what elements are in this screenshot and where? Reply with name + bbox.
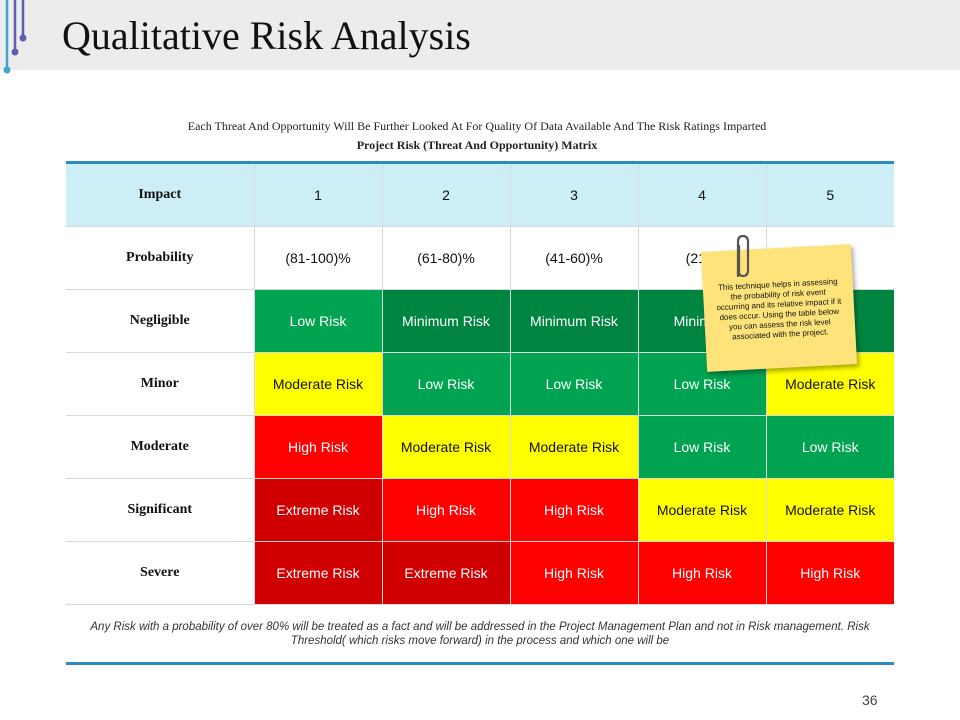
sticky-note-text: This technique helps in assessing the pr… bbox=[716, 276, 842, 342]
top-rule bbox=[66, 161, 894, 164]
risk-cell: Low Risk bbox=[254, 289, 383, 353]
risk-cell: Minimum Risk bbox=[510, 289, 639, 353]
page-number: 36 bbox=[862, 692, 878, 708]
impact-value: 4 bbox=[638, 164, 767, 227]
risk-cell: Moderate Risk bbox=[382, 415, 511, 479]
risk-cell: Extreme Risk bbox=[382, 541, 511, 605]
footnote-line: Any Risk with a probability of over 80% … bbox=[90, 621, 870, 633]
risk-matrix-table: Impact 1 2 3 4 5 Probability (81-100)% (… bbox=[66, 164, 894, 605]
risk-cell: Low Risk bbox=[638, 415, 767, 479]
risk-row: Severe Extreme Risk Extreme Risk High Risk H… bbox=[66, 541, 894, 605]
risk-cell: Low Risk bbox=[382, 352, 511, 416]
risk-cell: Moderate Risk bbox=[510, 415, 639, 479]
risk-cell: High Risk bbox=[510, 541, 639, 605]
impact-row: Impact 1 2 3 4 5 bbox=[66, 164, 894, 227]
risk-row-label: Moderate bbox=[66, 415, 255, 479]
risk-cell: High Risk bbox=[510, 478, 639, 542]
footnote: Any Risk with a probability of over 80% … bbox=[66, 620, 894, 648]
impact-value: 1 bbox=[254, 164, 383, 227]
page-title: Qualitative Risk Analysis bbox=[62, 13, 471, 58]
risk-cell: Moderate Risk bbox=[766, 478, 894, 542]
risk-cell: Low Risk bbox=[510, 352, 639, 416]
risk-cell: Low Risk bbox=[766, 415, 894, 479]
risk-row: Significant Extreme Risk High Risk High Ris… bbox=[66, 478, 894, 542]
risk-cell: Moderate Risk bbox=[638, 478, 767, 542]
title-bar bbox=[0, 0, 960, 70]
matrix-title: Project Risk (Threat And Opportunity) Ma… bbox=[356, 138, 598, 152]
probability-value: (41-60)% bbox=[510, 226, 639, 290]
risk-cell: High Risk bbox=[638, 541, 767, 605]
risk-cell: Extreme Risk bbox=[254, 541, 383, 605]
risk-cell: Minimum Risk bbox=[382, 289, 511, 353]
probability-value: (61-80)% bbox=[382, 226, 511, 290]
risk-row-label: Negligible bbox=[66, 289, 255, 353]
risk-cell: High Risk bbox=[766, 541, 894, 605]
impact-value: 3 bbox=[510, 164, 639, 227]
risk-row-label: Minor bbox=[66, 352, 255, 416]
impact-label: Impact bbox=[66, 164, 255, 227]
paperclip-icon bbox=[736, 234, 750, 278]
risk-cell: Moderate Risk bbox=[254, 352, 383, 416]
footnote-line: Threshold( which risks move forward) in … bbox=[290, 635, 670, 647]
probability-value: (81-100)% bbox=[254, 226, 383, 290]
sticky-note: This technique helps in assessing the pr… bbox=[700, 244, 858, 372]
probability-label: Probability bbox=[66, 226, 255, 290]
impact-value: 5 bbox=[766, 164, 894, 227]
risk-cell: High Risk bbox=[254, 415, 383, 479]
impact-value: 2 bbox=[382, 164, 511, 227]
subtitle: Each Threat And Opportunity Will Be Furt… bbox=[187, 119, 767, 133]
risk-row: Moderate High Risk Moderate Risk Moderate R… bbox=[66, 415, 894, 479]
risk-row-label: Significant bbox=[66, 478, 255, 542]
risk-cell: Extreme Risk bbox=[254, 478, 383, 542]
risk-cell: High Risk bbox=[382, 478, 511, 542]
vertical-lines-decoration-icon bbox=[3, 0, 27, 74]
risk-row-label: Severe bbox=[66, 541, 255, 605]
bottom-rule bbox=[66, 662, 894, 665]
